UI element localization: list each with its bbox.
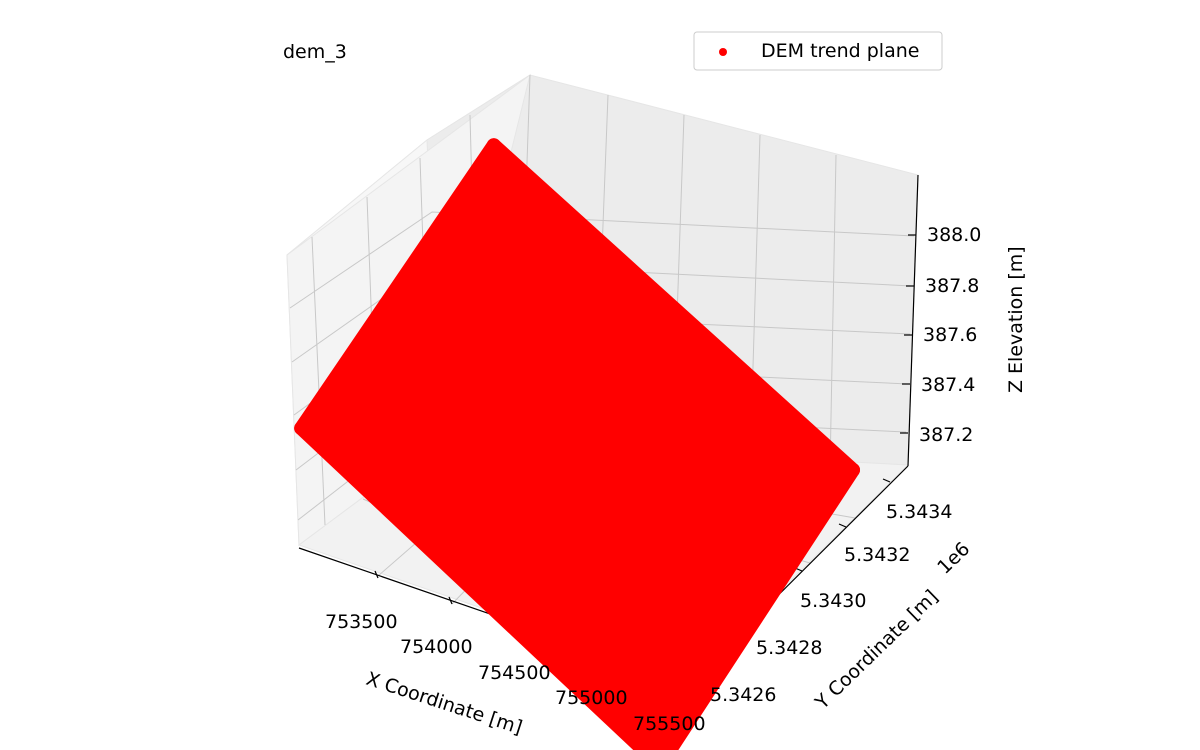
z-tick-labels: 387.2 387.4 387.6 387.8 388.0 — [919, 224, 981, 446]
tick-mark — [448, 596, 453, 605]
x-tick-labels: 753500 754000 754500 755000 755500 — [325, 611, 706, 735]
grid-line — [311, 236, 326, 526]
z-tick-label: 387.8 — [925, 275, 979, 297]
y-tick-labels: 5.3426 5.3428 5.3430 5.3432 5.3434 — [710, 501, 952, 706]
x-tick-label: 755500 — [633, 713, 706, 735]
y-tick-label: 5.3426 — [710, 684, 776, 706]
legend-box — [693, 31, 943, 71]
x-tick-label: 754500 — [478, 662, 551, 684]
y-tick-label: 5.3432 — [844, 544, 910, 566]
z-axis-title: Z Elevation [m] — [1005, 246, 1027, 393]
legend-marker — [719, 48, 727, 56]
tick-mark — [882, 478, 891, 483]
legend: DEM trend plane — [693, 31, 943, 71]
chart-title: dem_3 — [283, 41, 347, 63]
scatter-point — [294, 421, 309, 436]
x-tick-label: 753500 — [325, 611, 398, 633]
y-tick-label: 5.3430 — [800, 590, 866, 612]
tick-mark — [374, 570, 379, 579]
z-tick-label: 388.0 — [927, 224, 981, 246]
z-tick-label: 387.2 — [919, 424, 973, 446]
grid-line — [289, 211, 915, 309]
x-tick-label: 755000 — [555, 687, 628, 709]
y-offset-label: 1e6 — [933, 538, 974, 579]
legend-label: DEM trend plane — [761, 40, 919, 62]
scatter-point — [486, 138, 501, 153]
y-tick-label: 5.3434 — [886, 501, 952, 523]
tick-mark — [838, 523, 847, 528]
z-tick-label: 387.4 — [921, 374, 975, 396]
y-tick-label: 5.3428 — [756, 637, 822, 659]
z-axis-line — [907, 174, 919, 467]
trend-plane-surface — [294, 138, 860, 750]
scatter-point — [846, 463, 860, 477]
x-tick-label: 754000 — [400, 636, 473, 658]
z-tick-label: 387.6 — [923, 324, 977, 346]
trend-plane-layer — [294, 138, 860, 750]
grid-line — [829, 154, 837, 471]
